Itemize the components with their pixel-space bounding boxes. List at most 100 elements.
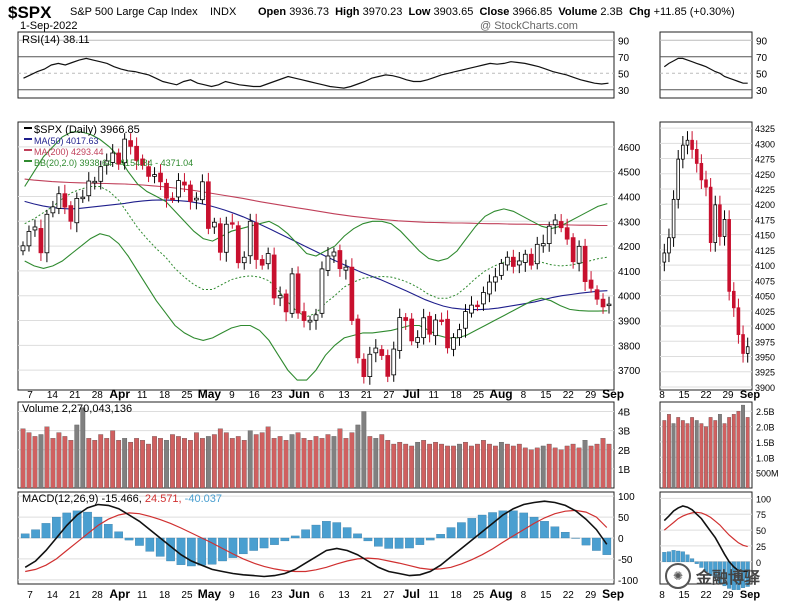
volume-bar	[116, 440, 122, 489]
x-tick-label-bottom: 21	[69, 590, 81, 601]
price-tick-label: 3700	[618, 366, 641, 377]
side-candle-body	[727, 219, 731, 292]
x-tick-label: Jul	[403, 387, 420, 401]
side-volume-bar	[736, 411, 741, 489]
candle-body	[534, 243, 540, 265]
x-tick-label-bottom: 7	[27, 590, 33, 601]
volume-bar	[391, 443, 397, 489]
volume-bar	[146, 443, 151, 489]
x-tick-label-bottom: 23	[271, 590, 283, 601]
side-macd-histogram-bar	[690, 558, 695, 562]
candle-body	[373, 347, 379, 354]
x-tick-label: 28	[92, 390, 104, 401]
macd-histogram-bar	[550, 526, 560, 539]
side-macd-line	[663, 505, 748, 573]
volume-bar	[325, 434, 331, 489]
side-candle-body	[718, 204, 722, 237]
volume-bar	[355, 424, 361, 489]
macd-histogram-bar	[238, 537, 248, 555]
volume-bar	[253, 434, 259, 489]
side-candle-body	[736, 307, 741, 335]
macd-histogram-bar	[20, 533, 30, 539]
volume-bar	[570, 443, 576, 489]
rsi-tick-label: 70	[618, 53, 630, 64]
side-x-tick-label-bottom: 22	[700, 590, 712, 601]
macd-histogram-bar	[457, 522, 466, 539]
candle-body	[540, 243, 546, 247]
x-tick-label: 29	[585, 390, 597, 401]
volume-bar	[68, 440, 74, 489]
side-price-tick-label: 3900	[755, 383, 775, 393]
x-tick-label-bottom: 16	[249, 590, 261, 601]
volume-bar	[128, 441, 134, 489]
macd-histogram-bar	[529, 516, 539, 539]
volume-bar	[176, 436, 181, 489]
x-tick-label-bottom: 11	[429, 590, 440, 601]
candle-body	[343, 266, 349, 271]
candle-body	[522, 253, 528, 263]
side-price-tick-label: 4125	[755, 246, 775, 256]
attribution: @ StockCharts.com	[480, 20, 578, 32]
volume-bar	[271, 438, 277, 489]
volume-bar	[80, 407, 86, 489]
x-tick-label: 14	[47, 390, 59, 401]
macd-histogram-bar	[114, 531, 123, 539]
candle-body	[56, 193, 62, 209]
candle-body	[20, 245, 26, 252]
price-line-bb-lower	[24, 233, 608, 381]
macd-histogram-bar	[332, 522, 342, 539]
rsi-line	[23, 57, 609, 89]
candle-body	[415, 337, 421, 343]
macd-histogram-bar	[290, 535, 300, 539]
volume-bar	[367, 436, 373, 489]
x-tick-label-bottom: 6	[319, 590, 325, 601]
side-x-tick-label-bottom: 15	[678, 590, 690, 601]
x-tick-label: 18	[451, 390, 463, 401]
volume-bar	[361, 411, 367, 489]
candle-body	[122, 138, 127, 164]
x-tick-label-bottom: 22	[563, 590, 575, 601]
price-tick-label: 4500	[618, 168, 641, 179]
candle-body	[487, 281, 492, 295]
candle-body	[325, 255, 331, 271]
side-macd-histogram-bar	[745, 561, 750, 587]
candle-body	[433, 319, 438, 337]
macd-histogram-bar	[436, 534, 445, 539]
volume-bar	[457, 443, 462, 489]
x-tick-label: 9	[229, 390, 235, 401]
candle-body	[337, 250, 343, 270]
candle-body	[510, 256, 516, 267]
side-volume-bar	[667, 414, 671, 489]
macd-histogram-bar	[145, 537, 155, 552]
candle-body	[158, 172, 163, 183]
side-volume-bar	[731, 414, 736, 489]
side-volume-bar	[704, 426, 708, 489]
macd-histogram-bar	[103, 524, 113, 539]
candle-body	[68, 205, 74, 222]
candle-body	[98, 166, 104, 182]
candle-body	[319, 268, 325, 314]
side-price-tick-label: 4225	[755, 185, 775, 195]
low-value: 3903.65	[433, 6, 474, 18]
candle-body	[576, 245, 582, 264]
side-x-tick-label: 8	[659, 390, 665, 401]
candle-body	[235, 225, 241, 264]
side-macd-histogram-bar	[685, 554, 690, 562]
macd-histogram-bar	[363, 537, 373, 542]
side-macd-histogram-bar	[703, 561, 709, 573]
volume-bar	[534, 447, 540, 489]
price-tick-label: 4100	[618, 267, 641, 278]
side-rsi-panel	[659, 31, 753, 99]
side-macd-histogram-bar	[741, 561, 746, 588]
price-tick-label: 4400	[618, 192, 641, 203]
x-tick-label: 16	[249, 390, 261, 401]
macd-histogram-bar	[187, 537, 196, 567]
candle-body	[265, 253, 271, 265]
volume-bar	[140, 440, 145, 489]
macd-histogram-bar	[259, 537, 269, 549]
side-price-tick-label: 4175	[755, 215, 775, 225]
rsi-tick-label: 50	[618, 69, 630, 80]
side-macd-histogram-bar	[736, 561, 741, 590]
macd-histogram-bar	[488, 512, 497, 539]
volume-bar	[170, 434, 175, 489]
